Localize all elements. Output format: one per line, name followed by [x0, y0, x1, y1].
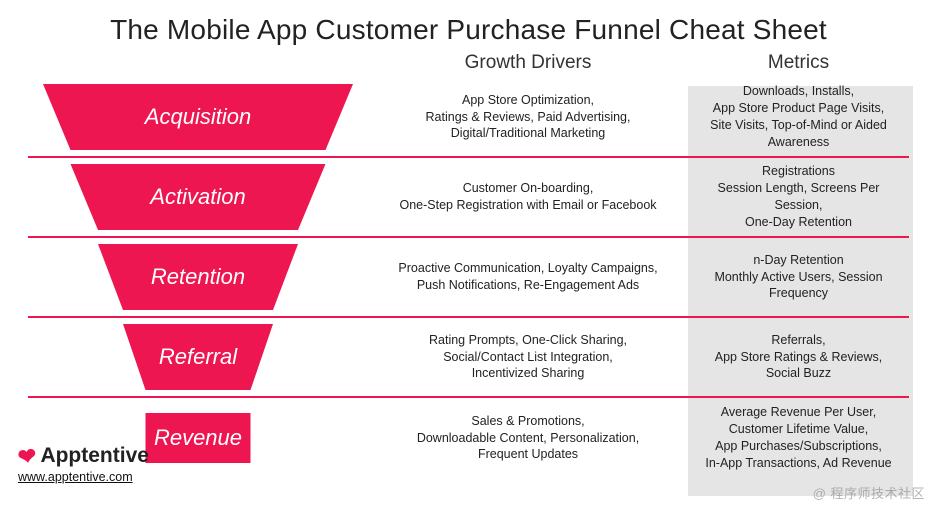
funnel-stage-acquisition: Acquisition — [28, 78, 368, 156]
drivers-revenue: Sales & Promotions,Downloadable Content,… — [368, 413, 688, 464]
page: The Mobile App Customer Purchase Funnel … — [0, 0, 937, 516]
brand-link[interactable]: www.apptentive.com — [18, 470, 133, 484]
stage-label: Retention — [151, 264, 245, 290]
drivers-retention: Proactive Communication, Loyalty Campaig… — [368, 260, 688, 294]
stage-label: Activation — [150, 184, 245, 210]
stage-label: Referral — [159, 344, 237, 370]
metrics-activation: RegistrationsSession Length, Screens Per… — [688, 163, 909, 231]
row-retention: Retention Proactive Communication, Loyal… — [28, 238, 909, 318]
row-activation: Activation Customer On-boarding,One-Step… — [28, 158, 909, 238]
brand-name: Apptentive — [40, 444, 149, 468]
footer: ❤ Apptentive www.apptentive.com — [18, 444, 149, 486]
drivers-referral: Rating Prompts, One-Click Sharing,Social… — [368, 332, 688, 383]
brand: ❤ Apptentive — [18, 444, 149, 468]
metrics-referral: Referrals,App Store Ratings & Reviews,So… — [688, 332, 909, 383]
metrics-retention: n-Day RetentionMonthly Active Users, Ses… — [688, 252, 909, 303]
funnel-stage-activation: Activation — [28, 158, 368, 236]
drivers-activation: Customer On-boarding,One-Step Registrati… — [368, 180, 688, 214]
column-headers: Growth Drivers Metrics — [28, 52, 909, 78]
metrics-acquisition: Downloads, Installs,App Store Product Pa… — [688, 83, 909, 151]
header-drivers: Growth Drivers — [368, 52, 688, 78]
funnel-stage-retention: Retention — [28, 238, 368, 316]
header-spacer — [28, 52, 368, 78]
row-referral: Referral Rating Prompts, One-Click Shari… — [28, 318, 909, 398]
drivers-acquisition: App Store Optimization,Ratings & Reviews… — [368, 92, 688, 143]
row-acquisition: Acquisition App Store Optimization,Ratin… — [28, 78, 909, 158]
row-revenue: Revenue Sales & Promotions,Downloadable … — [28, 398, 909, 478]
watermark: @ 程序师技术社区 — [813, 483, 925, 502]
funnel-stage-referral: Referral — [28, 318, 368, 396]
header-metrics: Metrics — [688, 52, 909, 78]
heart-icon: ❤ — [17, 445, 38, 469]
page-title: The Mobile App Customer Purchase Funnel … — [28, 14, 909, 46]
stage-label: Acquisition — [145, 104, 251, 130]
metrics-revenue: Average Revenue Per User,Customer Lifeti… — [688, 404, 909, 472]
funnel-rows: Acquisition App Store Optimization,Ratin… — [28, 78, 909, 478]
stage-label: Revenue — [154, 425, 242, 451]
